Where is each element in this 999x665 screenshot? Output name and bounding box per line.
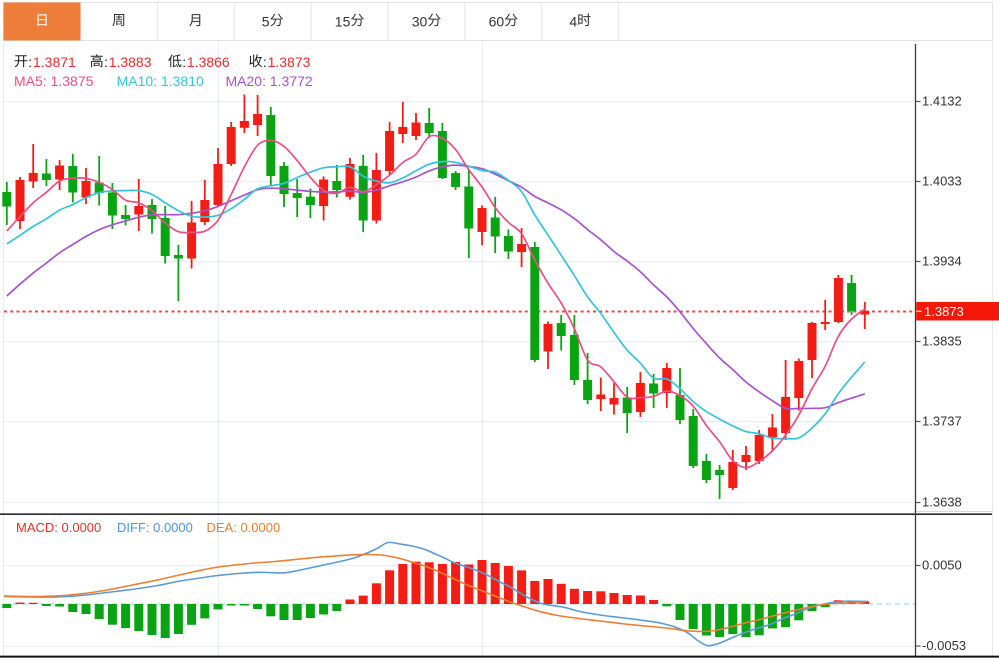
svg-text:5: 5 bbox=[262, 14, 270, 30]
svg-text::: : bbox=[263, 54, 267, 70]
svg-text:1.4033: 1.4033 bbox=[922, 174, 962, 189]
svg-text:4: 4 bbox=[569, 14, 577, 30]
svg-text:MA10: 1.3810: MA10: 1.3810 bbox=[117, 73, 204, 89]
svg-text:DIFF: 0.0000: DIFF: 0.0000 bbox=[117, 520, 193, 535]
svg-text::: : bbox=[28, 54, 32, 70]
svg-text:-0.0053: -0.0053 bbox=[922, 638, 966, 653]
svg-text:MA20: 1.3772: MA20: 1.3772 bbox=[226, 73, 313, 89]
svg-text:3: 3 bbox=[412, 14, 420, 30]
svg-text:MACD: 0.0000: MACD: 0.0000 bbox=[16, 520, 101, 535]
svg-text:1.3873: 1.3873 bbox=[924, 304, 964, 319]
svg-text::: : bbox=[182, 54, 186, 70]
svg-text:1: 1 bbox=[335, 14, 343, 30]
svg-text:1.3871: 1.3871 bbox=[33, 54, 76, 70]
svg-text:1.3873: 1.3873 bbox=[268, 54, 311, 70]
svg-text:0: 0 bbox=[496, 14, 504, 30]
svg-text::: : bbox=[104, 54, 108, 70]
svg-text:1.3866: 1.3866 bbox=[187, 54, 230, 70]
svg-text:0.0050: 0.0050 bbox=[922, 558, 962, 573]
svg-text:5: 5 bbox=[343, 14, 351, 30]
svg-text:1.4132: 1.4132 bbox=[922, 94, 962, 109]
svg-text:1.3934: 1.3934 bbox=[922, 254, 962, 269]
svg-text:0: 0 bbox=[420, 14, 428, 30]
svg-text:1.3883: 1.3883 bbox=[109, 54, 152, 70]
svg-text:DEA: 0.0000: DEA: 0.0000 bbox=[207, 520, 281, 535]
svg-text:1.3737: 1.3737 bbox=[922, 414, 962, 429]
svg-text:1.3835: 1.3835 bbox=[922, 334, 962, 349]
svg-text:1.3638: 1.3638 bbox=[922, 495, 962, 510]
svg-text:MA5: 1.3875: MA5: 1.3875 bbox=[14, 73, 94, 89]
svg-text:6: 6 bbox=[489, 14, 497, 30]
